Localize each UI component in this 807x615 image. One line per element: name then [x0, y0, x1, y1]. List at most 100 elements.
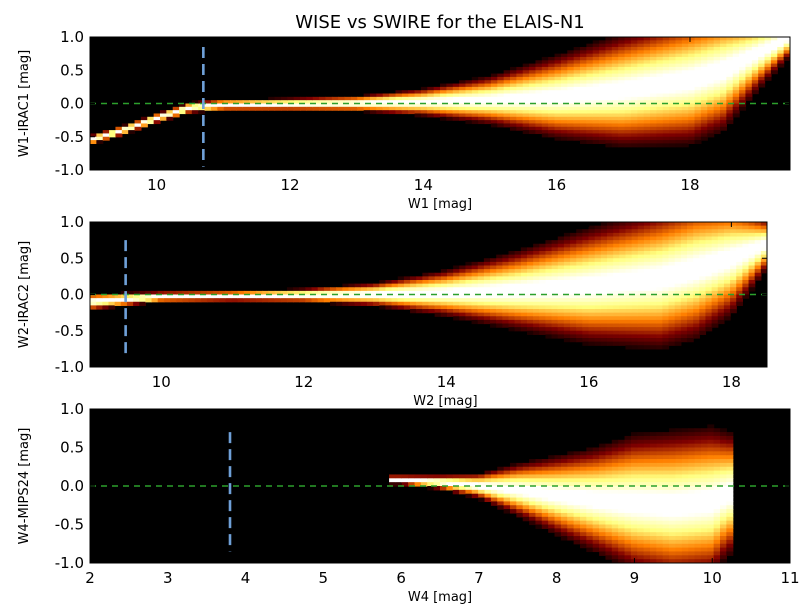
heatmap-cell: [624, 528, 632, 533]
heatmap-cell: [631, 276, 639, 281]
heatmap-cell: [643, 539, 651, 545]
heatmap-cell: [637, 83, 645, 88]
heatmap-cell: [420, 103, 428, 108]
heatmap-cell: [503, 470, 511, 476]
heatmap-cell: [681, 63, 689, 68]
heatmap-cell: [567, 116, 575, 121]
heatmap-cell: [465, 272, 473, 277]
heatmap-cell: [630, 113, 638, 118]
heatmap-cell: [611, 555, 619, 560]
heatmap-cell: [428, 287, 436, 292]
heatmap-cell: [643, 524, 651, 529]
heatmap-cell: [694, 432, 702, 437]
heatmap-cell: [586, 470, 594, 476]
heatmap-cell: [643, 478, 651, 483]
heatmap-cell: [336, 294, 343, 299]
heatmap-cell: [681, 123, 689, 128]
heatmap-cell: [707, 474, 715, 479]
heatmap-cell: [548, 478, 556, 483]
heatmap-cell: [541, 524, 549, 529]
heatmap-cell: [535, 130, 543, 135]
heatmap-cell: [662, 319, 670, 325]
heatmap-cell: [395, 106, 403, 111]
heatmap-cell: [325, 103, 333, 108]
heatmap-cell: [711, 261, 719, 267]
heatmap-cell: [535, 73, 543, 78]
heatmap-cell: [490, 110, 498, 115]
heatmap-cell: [705, 229, 713, 234]
heatmap-cell: [522, 486, 530, 491]
heatmap-cell: [567, 113, 575, 118]
heatmap-cell: [600, 309, 608, 314]
heatmap-cell: [588, 269, 596, 274]
heatmap-cell: [497, 505, 505, 510]
heatmap-cell: [613, 251, 620, 256]
heatmap-cell: [650, 451, 657, 456]
heatmap-cell: [453, 265, 460, 270]
heatmap-cell: [331, 106, 339, 111]
heatmap-cell: [625, 254, 633, 259]
heatmap-cell: [618, 73, 626, 78]
heatmap-cell: [675, 493, 683, 499]
heatmap-cell: [700, 63, 708, 68]
heatmap-cell: [427, 478, 435, 483]
heatmap-cell: [433, 113, 441, 118]
heatmap-cell: [357, 96, 365, 101]
heatmap-cell: [588, 330, 596, 335]
heatmap-cell: [535, 80, 543, 85]
heatmap-cell: [200, 290, 208, 296]
heatmap-cell: [510, 489, 517, 495]
heatmap-cell: [311, 290, 319, 296]
heatmap-cell: [250, 298, 257, 303]
heatmap-cell: [688, 493, 696, 499]
heatmap-cell: [662, 532, 670, 537]
heatmap-cell: [580, 532, 587, 537]
heatmap-cell: [705, 276, 713, 281]
heatmap-cell: [650, 462, 657, 468]
heatmap-cell: [669, 451, 677, 456]
heatmap-cell: [643, 298, 651, 303]
heatmap-cell: [588, 251, 596, 256]
heatmap-cell: [541, 100, 549, 105]
heatmap-cell: [668, 283, 676, 288]
heatmap-cell: [681, 547, 689, 553]
heatmap-cell: [650, 516, 657, 522]
heatmap-cell: [422, 294, 430, 299]
heatmap-cell: [742, 258, 750, 263]
heatmap-cell: [379, 301, 387, 306]
heatmap-cell: [643, 482, 651, 487]
heatmap-cell: [576, 283, 583, 288]
heatmap-cell: [713, 43, 721, 48]
heatmap-cell: [414, 478, 422, 483]
heatmap-cell: [770, 50, 778, 55]
heatmap-cell: [624, 40, 632, 45]
heatmap-cell: [567, 93, 575, 98]
heatmap-cell: [560, 113, 568, 118]
heatmap-cell: [588, 312, 596, 317]
heatmap-cell: [599, 489, 607, 495]
heatmap-cell: [576, 258, 583, 263]
heatmap-cell: [497, 83, 505, 88]
heatmap-cell: [669, 73, 677, 78]
heatmap-cell: [625, 298, 633, 303]
heatmap-cell: [630, 96, 638, 101]
heatmap-cell: [656, 330, 663, 335]
heatmap-cell: [723, 232, 731, 238]
heatmap-cell: [90, 301, 97, 306]
heatmap-cell: [662, 338, 670, 343]
heatmap-cell: [600, 265, 608, 270]
heatmap-cell: [742, 222, 750, 227]
heatmap-cell: [586, 455, 594, 460]
heatmap-cell: [539, 269, 547, 274]
heatmap-cell: [535, 110, 543, 115]
heatmap-cell: [643, 70, 651, 75]
heatmap-cell: [680, 280, 688, 285]
heatmap-cell: [408, 93, 416, 98]
heatmap-cell: [656, 254, 663, 259]
heatmap-cell: [570, 265, 577, 270]
heatmap-cell: [611, 136, 619, 141]
x-tick-label: 14: [437, 373, 456, 391]
heatmap-cell: [736, 276, 743, 281]
heatmap-cell: [618, 60, 626, 65]
heatmap-cell: [611, 133, 619, 138]
